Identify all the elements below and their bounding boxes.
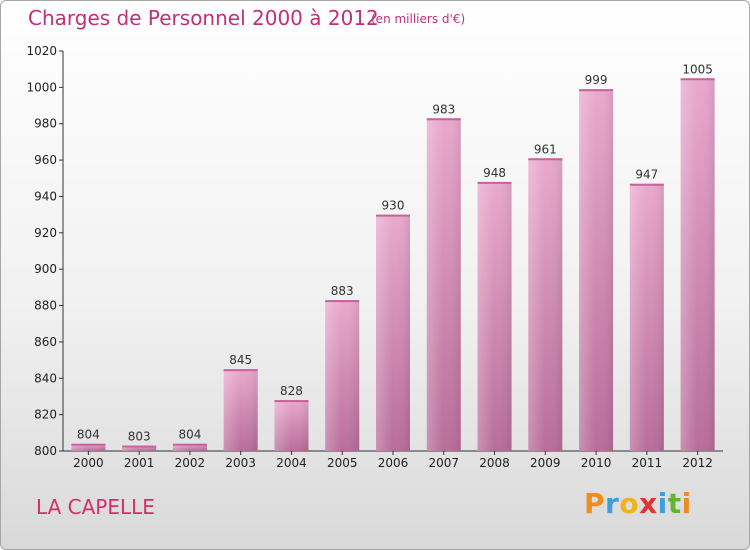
data-label: 961 bbox=[534, 142, 557, 156]
y-tick-label: 820 bbox=[34, 408, 57, 422]
bar-top-edge bbox=[172, 443, 207, 446]
logo-letter: t bbox=[667, 487, 682, 520]
x-tick-label: 2010 bbox=[581, 456, 612, 470]
y-tick-label: 1020 bbox=[26, 44, 57, 58]
x-tick-label: 2000 bbox=[73, 456, 104, 470]
bar-top-edge bbox=[579, 89, 614, 92]
y-tick-label: 920 bbox=[34, 226, 57, 240]
data-label: 948 bbox=[483, 166, 506, 180]
bar-top-edge bbox=[223, 369, 258, 372]
bar-top-edge bbox=[528, 158, 563, 161]
bar-top-edge bbox=[325, 300, 360, 303]
bar-top-edge bbox=[122, 445, 157, 448]
x-tick-label: 2003 bbox=[225, 456, 256, 470]
x-tick-label: 2005 bbox=[327, 456, 358, 470]
logo-letter: r bbox=[605, 487, 620, 520]
data-label: 983 bbox=[432, 102, 455, 116]
bar-shade bbox=[680, 78, 715, 451]
data-label: 845 bbox=[229, 353, 252, 367]
data-label: 930 bbox=[382, 199, 405, 213]
bar-shade bbox=[376, 214, 410, 451]
bar-shade bbox=[528, 158, 563, 452]
data-label: 804 bbox=[178, 428, 201, 442]
bar-top-edge bbox=[629, 183, 664, 186]
data-label: 999 bbox=[585, 73, 608, 87]
bar-top-edge bbox=[680, 78, 715, 81]
bar-shade bbox=[122, 445, 157, 451]
bar-shade bbox=[579, 89, 614, 451]
data-label: 804 bbox=[77, 428, 100, 442]
bar-shade bbox=[71, 443, 106, 451]
y-tick-label: 840 bbox=[34, 371, 57, 385]
data-label: 828 bbox=[280, 384, 303, 398]
bar-shade bbox=[477, 181, 512, 451]
data-label: 803 bbox=[128, 430, 151, 444]
x-tick-label: 2001 bbox=[124, 456, 155, 470]
data-label: 947 bbox=[635, 168, 658, 182]
bar-shade bbox=[172, 443, 207, 451]
x-tick-label: 2008 bbox=[479, 456, 510, 470]
y-tick-label: 860 bbox=[34, 335, 57, 349]
x-tick-label: 2007 bbox=[428, 456, 459, 470]
logo-letter: i bbox=[681, 487, 692, 520]
x-tick-label: 2002 bbox=[175, 456, 206, 470]
commune-name: LA CAPELLE bbox=[36, 495, 155, 519]
x-tick-label: 2006 bbox=[378, 456, 409, 470]
bar-shade bbox=[223, 369, 258, 451]
bar-top-edge bbox=[274, 400, 309, 403]
data-label: 1005 bbox=[682, 62, 713, 76]
logo-letter: o bbox=[619, 487, 640, 520]
y-tick-label: 940 bbox=[34, 189, 57, 203]
chart-subtitle: (en milliers d'€) bbox=[371, 12, 466, 26]
x-tick-label: 2012 bbox=[682, 456, 713, 470]
bar-top-edge bbox=[477, 181, 512, 184]
x-tick-label: 2004 bbox=[276, 456, 307, 470]
proxiti-logo: Proxiti bbox=[584, 487, 692, 520]
logo-letter: P bbox=[584, 487, 606, 520]
data-label: 883 bbox=[331, 284, 354, 298]
y-tick-label: 880 bbox=[34, 299, 57, 313]
bar-top-edge bbox=[376, 214, 410, 217]
bar-top-edge bbox=[71, 443, 106, 446]
bar-shade bbox=[629, 183, 664, 451]
bar-top-edge bbox=[426, 118, 461, 121]
x-tick-label: 2009 bbox=[530, 456, 561, 470]
y-tick-label: 800 bbox=[34, 444, 57, 458]
bar-shade bbox=[274, 400, 309, 451]
x-tick-label: 2011 bbox=[632, 456, 663, 470]
logo-letter: x bbox=[639, 487, 658, 520]
bar-shade bbox=[426, 118, 461, 451]
y-tick-label: 980 bbox=[34, 117, 57, 131]
y-tick-label: 960 bbox=[34, 153, 57, 167]
y-tick-label: 900 bbox=[34, 262, 57, 276]
logo-letter: i bbox=[657, 487, 668, 520]
chart-title: Charges de Personnel 2000 à 2012 bbox=[28, 6, 379, 30]
bar-shade bbox=[325, 300, 360, 451]
y-tick-label: 1000 bbox=[26, 80, 57, 94]
